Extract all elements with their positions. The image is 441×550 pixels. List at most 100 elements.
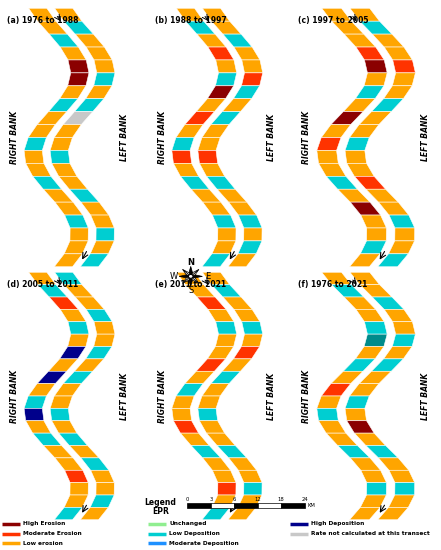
Polygon shape [70,228,88,241]
Text: 12: 12 [254,497,261,502]
Polygon shape [28,384,55,396]
Bar [281,503,305,508]
Polygon shape [216,73,237,86]
Polygon shape [350,272,380,285]
Polygon shape [239,470,262,483]
Polygon shape [208,309,234,322]
Polygon shape [60,86,86,99]
Polygon shape [80,254,108,267]
Polygon shape [392,334,415,346]
Polygon shape [384,86,412,99]
Polygon shape [364,60,387,73]
Polygon shape [64,241,88,254]
Polygon shape [191,276,199,283]
Polygon shape [326,433,357,446]
Polygon shape [217,189,247,202]
Polygon shape [366,189,398,202]
Polygon shape [218,228,236,241]
Polygon shape [43,446,73,458]
Polygon shape [372,297,404,309]
Polygon shape [69,189,99,202]
Polygon shape [54,254,82,267]
Polygon shape [81,202,109,215]
Polygon shape [360,495,386,507]
Polygon shape [191,276,193,286]
Polygon shape [50,408,70,421]
Polygon shape [347,421,374,433]
Circle shape [188,274,193,278]
Polygon shape [198,151,218,163]
Polygon shape [199,163,224,176]
Polygon shape [202,458,231,470]
Text: EPR: EPR [152,507,169,516]
Polygon shape [360,241,386,254]
Polygon shape [318,163,346,176]
Polygon shape [233,86,260,99]
Polygon shape [179,275,191,276]
Polygon shape [172,396,194,408]
Polygon shape [350,202,381,215]
Polygon shape [344,297,376,309]
Polygon shape [65,470,88,483]
Text: Moderate Deposition: Moderate Deposition [169,541,239,546]
Polygon shape [176,8,204,21]
Text: 24: 24 [301,497,308,502]
Polygon shape [371,99,404,112]
Polygon shape [80,507,108,520]
Polygon shape [189,267,191,276]
Polygon shape [68,322,89,334]
Polygon shape [202,202,231,215]
Text: KM: KM [307,503,315,508]
Text: (d) 2005 to 2011: (d) 2005 to 2011 [7,280,78,289]
Polygon shape [222,359,251,371]
Text: N: N [187,258,194,267]
Polygon shape [185,371,214,384]
Text: (e) 2011 to 2021: (e) 2011 to 2021 [155,280,226,289]
Polygon shape [202,272,230,285]
Polygon shape [238,495,262,507]
Polygon shape [343,99,375,112]
Polygon shape [332,285,364,297]
Polygon shape [60,309,86,322]
Polygon shape [191,270,199,276]
Bar [234,503,258,508]
Polygon shape [63,112,93,125]
Polygon shape [218,483,236,495]
Polygon shape [173,421,198,433]
Polygon shape [55,272,82,285]
Polygon shape [395,228,415,241]
Polygon shape [389,215,415,228]
Polygon shape [321,272,351,285]
Polygon shape [206,433,235,446]
Text: (c) 1997 to 2005: (c) 1997 to 2005 [298,16,369,25]
Polygon shape [90,495,114,507]
Polygon shape [49,34,78,47]
Polygon shape [29,272,56,285]
Polygon shape [96,228,114,241]
Polygon shape [359,371,391,384]
Polygon shape [389,241,415,254]
Polygon shape [54,384,81,396]
Polygon shape [94,73,115,86]
Text: LEFT BANK: LEFT BANK [267,372,277,420]
Polygon shape [338,189,370,202]
Polygon shape [317,151,338,163]
Polygon shape [172,151,192,163]
Polygon shape [59,176,87,189]
Polygon shape [234,47,260,60]
Polygon shape [331,112,363,125]
Text: Legend: Legend [145,498,176,507]
Text: (a) 1976 to 1988: (a) 1976 to 1988 [7,16,78,25]
Polygon shape [242,73,263,86]
Polygon shape [378,254,408,267]
Polygon shape [37,21,67,34]
Polygon shape [212,495,236,507]
Polygon shape [86,309,112,322]
Polygon shape [60,346,86,359]
Text: LEFT BANK: LEFT BANK [120,372,129,420]
Polygon shape [59,433,87,446]
Polygon shape [90,241,114,254]
Polygon shape [196,99,225,112]
Polygon shape [52,421,77,433]
Polygon shape [366,483,386,495]
